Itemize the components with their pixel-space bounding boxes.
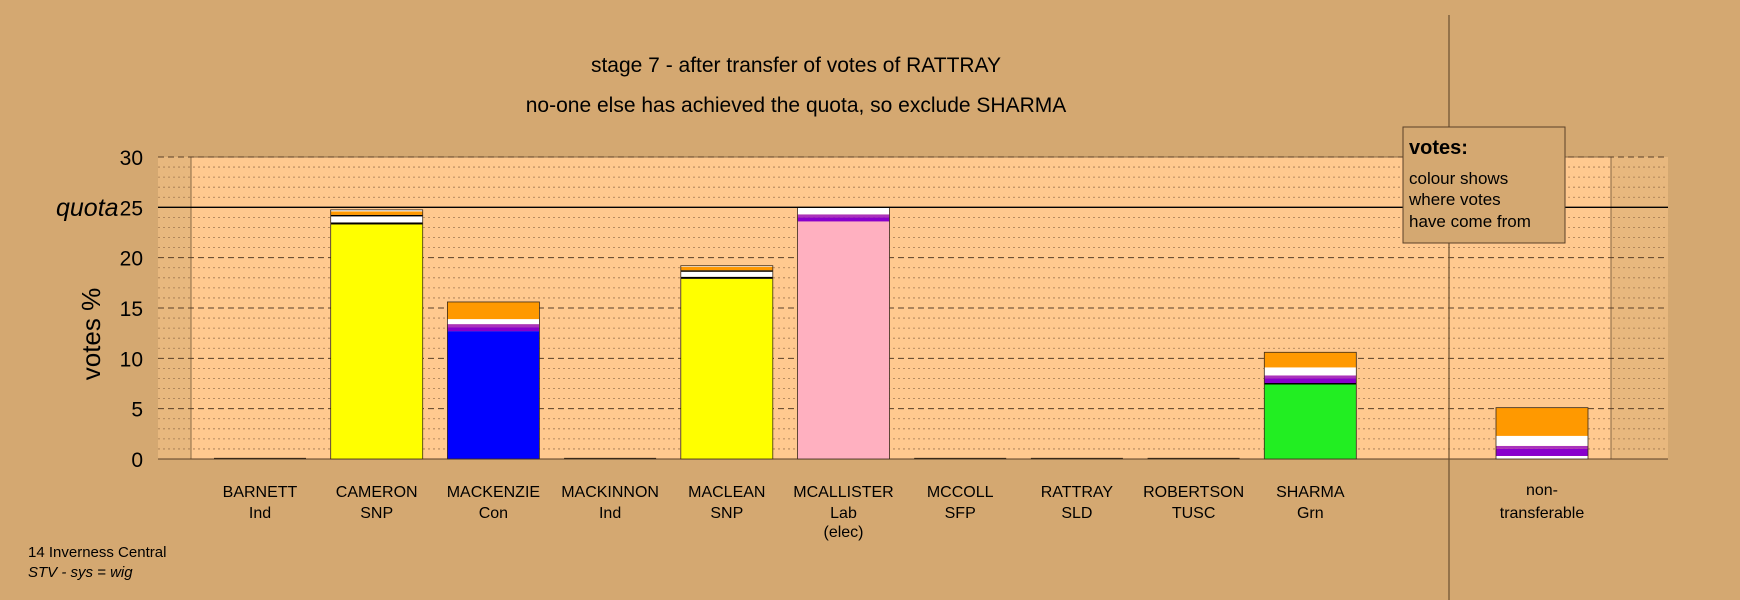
- y-axis-label: votes %: [76, 288, 106, 381]
- bar-segment-mackenzie: [447, 301, 540, 320]
- candidate-party: Lab: [830, 505, 857, 522]
- bar-segment-maclean: [680, 271, 773, 277]
- bar-segment-maclean: [680, 276, 773, 279]
- candidate-name: MACKENZIE: [447, 484, 540, 501]
- bar-outline-nontransferable: [1495, 407, 1589, 460]
- y-tick-label: 25: [120, 197, 143, 220]
- bars: [214, 206, 1589, 460]
- bar-outline-cameron: [330, 209, 424, 460]
- bar-segment-cameron: [330, 214, 423, 217]
- bar-segment-cameron: [330, 216, 423, 223]
- candidate-name: RATTRAY: [1041, 484, 1114, 501]
- bar-segment-maclean: [680, 278, 773, 459]
- bar-segment-nontransferable: [1496, 407, 1588, 436]
- legend-line-2: where votes: [1408, 190, 1501, 209]
- y-tick-label: 0: [131, 449, 143, 472]
- bar-segment-mackenzie: [447, 324, 540, 328]
- system-label: STV - sys = wig: [28, 564, 133, 581]
- bar-segment-cameron: [330, 209, 423, 212]
- bar-outline-mackenzie: [446, 301, 540, 460]
- candidate-name: MACKINNON: [561, 484, 659, 501]
- bar-segment-mackenzie: [447, 327, 540, 332]
- candidate-party: Ind: [599, 505, 621, 522]
- y-axis-ticks: 0 5 10 15 20 25 30: [120, 147, 143, 472]
- bar-outline-maclean: [680, 265, 774, 460]
- candidate-party: Grn: [1297, 505, 1324, 522]
- candidate-party: SLD: [1061, 505, 1092, 522]
- candidate-party: SFP: [945, 505, 976, 522]
- legend-title: votes:: [1409, 137, 1468, 159]
- candidate-name: BARNETT: [223, 484, 298, 501]
- constituency-label: 14 Inverness Central: [28, 544, 166, 561]
- candidate-note: (elec): [823, 524, 863, 541]
- candidate-party: SNP: [360, 505, 393, 522]
- chart-title: stage 7 - after transfer of votes of RAT…: [591, 54, 1001, 77]
- nontransferable-label-2: transferable: [1500, 505, 1585, 522]
- chart-subtitle: no-one else has achieved the quota, so e…: [526, 94, 1067, 117]
- bar-segment-sharma: [1264, 367, 1357, 376]
- y-tick-label: 20: [120, 248, 143, 271]
- bar-segment-mcallister: [797, 207, 890, 215]
- bar-segment-sharma: [1264, 352, 1357, 368]
- y-tick-label: 30: [120, 147, 143, 170]
- nontransferable-label-1: non-: [1526, 482, 1558, 499]
- bar-outline-sharma: [1263, 351, 1357, 460]
- y-tick-label: 10: [120, 348, 143, 371]
- y-tick-label: 5: [131, 399, 143, 422]
- bar-segment-nontransferable: [1496, 455, 1588, 459]
- bar-segment-mackenzie: [447, 319, 540, 325]
- bar-segment-sharma: [1264, 375, 1357, 379]
- candidate-party: TUSC: [1172, 505, 1216, 522]
- bar-segment-sharma: [1264, 384, 1357, 459]
- legend-line-1: colour shows: [1409, 169, 1508, 188]
- bar-segment-mcallister: [797, 221, 890, 459]
- bar-segment-sharma: [1264, 378, 1357, 383]
- bar-segment-maclean: [680, 266, 773, 271]
- bar-segment-mcallister: [797, 217, 890, 222]
- quota-label: quota: [56, 194, 119, 222]
- bar-segment-nontransferable: [1496, 445, 1588, 449]
- y-tick-label: 15: [120, 298, 143, 321]
- candidate-name: MACLEAN: [688, 484, 765, 501]
- candidate-name: MCCOLL: [927, 484, 994, 501]
- legend-box: votes: colour shows where votes have com…: [1402, 126, 1566, 244]
- bar-segment-maclean: [680, 270, 773, 272]
- candidate-party: Con: [479, 505, 508, 522]
- bar-segment-maclean: [680, 265, 773, 267]
- bar-segment-mackenzie: [447, 331, 540, 459]
- bar-segment-mcallister: [797, 214, 890, 218]
- legend-line-3: have come from: [1409, 212, 1531, 231]
- x-axis-labels: BARNETT Ind CAMERON SNP MACKENZIE Con MACKINNO…: [223, 482, 1585, 541]
- bar-segment-cameron: [330, 211, 423, 215]
- candidate-name: ROBERTSON: [1143, 484, 1244, 501]
- bar-segment-nontransferable: [1496, 448, 1588, 456]
- candidate-name: CAMERON: [336, 484, 418, 501]
- candidate-name: MCALLISTER: [793, 484, 893, 501]
- bar-segment-cameron: [330, 224, 423, 459]
- bar-segment-cameron: [330, 222, 423, 225]
- candidate-party: Ind: [249, 505, 271, 522]
- candidate-party: SNP: [710, 505, 743, 522]
- bar-segment-nontransferable: [1496, 435, 1588, 446]
- bar-segment-sharma: [1264, 382, 1357, 385]
- candidate-name: SHARMA: [1276, 484, 1345, 501]
